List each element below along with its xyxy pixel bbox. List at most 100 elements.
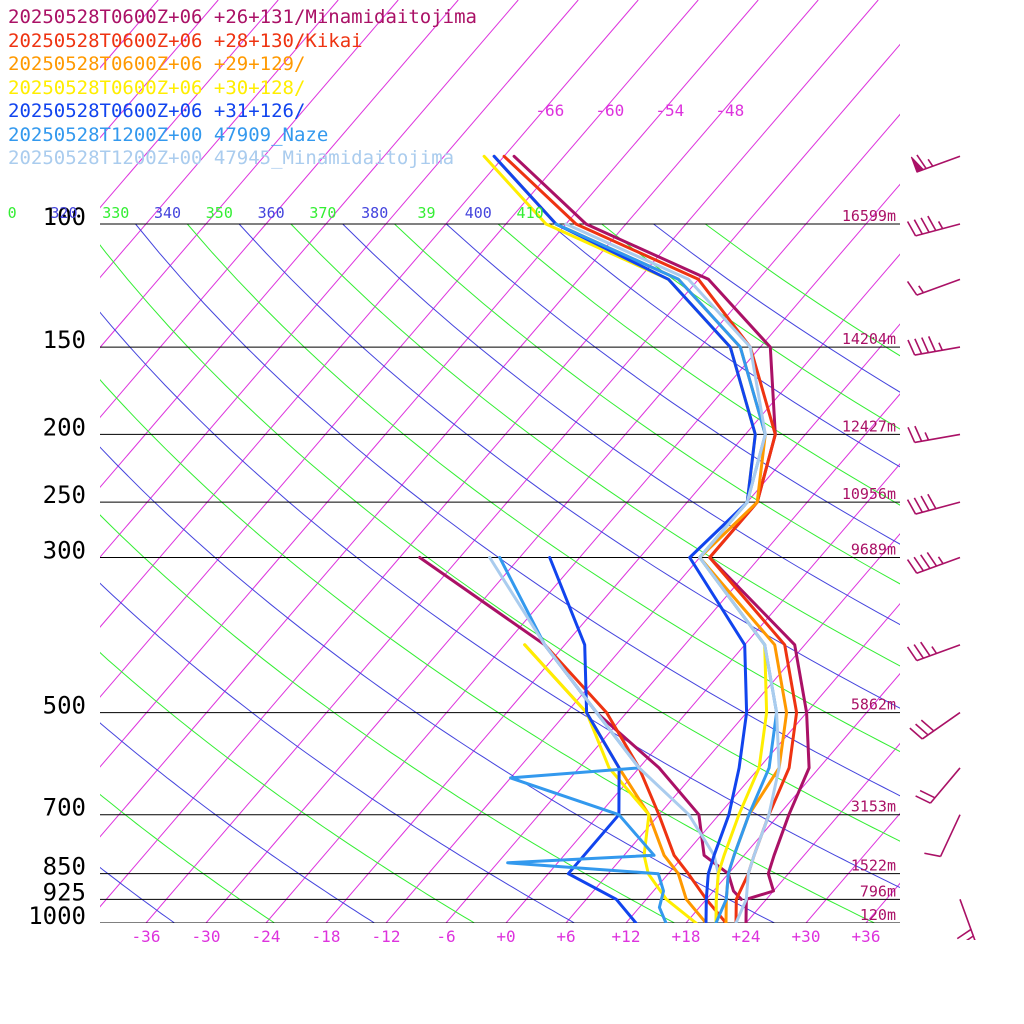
height-label: 14204m <box>842 330 896 348</box>
isotherm-line <box>100 0 579 558</box>
theta-label: 330 <box>102 204 129 222</box>
isotherm-line <box>100 0 279 209</box>
wind-barb <box>907 336 961 356</box>
isotherm-label: -66 <box>535 101 564 120</box>
dry-adiabat-line <box>653 223 900 393</box>
dry-adiabat-line <box>100 793 276 923</box>
x-tick-label: -24 <box>252 927 281 946</box>
dry-adiabat-line <box>100 651 476 923</box>
x-tick-label: +24 <box>732 927 761 946</box>
theta-label: 350 <box>206 204 233 222</box>
isotherm-line <box>100 0 519 489</box>
isotherm-line <box>205 113 900 923</box>
isotherm-label: -54 <box>655 101 684 120</box>
pressure-label: 1000 <box>28 902 86 930</box>
theta-label: 360 <box>258 204 285 222</box>
isotherm-line <box>100 0 639 628</box>
x-tick-label: -6 <box>436 927 455 946</box>
isotherm-line <box>625 602 900 923</box>
legend-entry: 20250528T0600Z+06 +26+131/Minamidaitojim… <box>8 6 477 28</box>
x-tick-label: +0 <box>496 927 515 946</box>
isotherm-line <box>805 812 900 923</box>
isotherm-line <box>265 183 900 923</box>
axis-labels: 100 16599m 150 14204m 200 12427m 250 10956m 300 9… <box>8 101 896 946</box>
height-label: 120m <box>860 906 896 924</box>
dry-adiabat-line <box>445 223 900 545</box>
dry-adiabat-line <box>100 722 376 923</box>
isotherm-label: -48 <box>715 101 744 120</box>
wind-barb <box>909 711 961 740</box>
pressure-label: 100 <box>43 203 86 231</box>
dry-adiabat-line <box>290 223 900 667</box>
wind-barb <box>906 493 961 515</box>
isotherm-line <box>745 742 900 923</box>
dry-adiabat-line <box>135 223 900 797</box>
wind-barb <box>907 425 961 444</box>
legend-entry: 20250528T1200Z+00 47945_Minamidaitojima <box>8 147 455 169</box>
theta-label: 39 <box>417 204 435 222</box>
wind-barb <box>906 641 961 662</box>
pressure-label: 200 <box>43 413 86 441</box>
legend-entry: 20250528T0600Z+06 +30+128/ <box>8 76 306 99</box>
dewpoint-line <box>523 643 698 923</box>
temperature-profiles <box>418 154 811 923</box>
isotherm-line <box>100 0 399 349</box>
x-tick-label: -30 <box>192 927 221 946</box>
height-label: 16599m <box>842 207 896 225</box>
dry-adiabat-line <box>100 311 900 889</box>
x-tick-label: -36 <box>132 927 161 946</box>
x-tick-label: +30 <box>792 927 821 946</box>
wind-barb <box>915 767 961 804</box>
x-tick-label: +6 <box>556 927 575 946</box>
isotherm-line <box>926 0 1024 923</box>
temperature-line <box>512 154 811 923</box>
pressure-label: 925 <box>43 878 86 906</box>
isotherm-line <box>325 253 900 923</box>
theta-label: 410 <box>517 204 544 222</box>
isotherm-line <box>385 323 900 923</box>
theta-label: 380 <box>361 204 388 222</box>
dry-adiabat-line <box>100 582 576 923</box>
theta-label: 340 <box>154 204 181 222</box>
isotherms <box>100 0 1024 923</box>
dry-adiabat-line <box>497 223 900 506</box>
pressure-label: 150 <box>43 326 86 354</box>
height-label: 796m <box>860 882 896 900</box>
temperature-line <box>492 154 757 923</box>
legend-entry: 20250528T1200Z+00 47909_Naze <box>8 123 329 146</box>
legend-entry: 20250528T0600Z+06 +31+126/ <box>8 100 306 122</box>
x-tick-label: -12 <box>372 927 401 946</box>
wind-barbs <box>906 154 976 940</box>
legend: 20250528T0600Z+06 +26+131/Minamidaitojim… <box>8 6 477 171</box>
pressure-label: 850 <box>43 853 86 881</box>
isotherm-line <box>685 672 900 923</box>
dry-adiabat-line <box>342 223 900 626</box>
wind-barb <box>906 278 961 296</box>
pressure-label: 700 <box>43 794 86 822</box>
height-label: 10956m <box>842 485 896 503</box>
theta-label: 320 <box>50 204 77 222</box>
x-tick-label: +18 <box>672 927 701 946</box>
pressure-label: 250 <box>43 481 86 509</box>
height-label: 1522m <box>851 857 896 875</box>
isotherm-line <box>100 0 819 838</box>
x-tick-label: +36 <box>852 927 881 946</box>
pressure-label: 500 <box>43 692 86 720</box>
isotherm-line <box>145 43 900 923</box>
dry-adiabat-line <box>394 223 900 585</box>
pressure-label: 300 <box>43 537 86 565</box>
dewpoint-line <box>418 556 743 901</box>
isotherm-line <box>100 0 699 698</box>
theta-label: 0 <box>8 204 17 222</box>
theta-label: 400 <box>465 204 492 222</box>
isotherm-line <box>100 0 339 279</box>
dry-adiabat-line <box>100 379 876 923</box>
isotherm-line <box>445 393 900 923</box>
wind-barb <box>906 551 961 574</box>
isotherm-line <box>100 0 759 768</box>
wind-barb <box>956 899 976 940</box>
isotherm-line <box>565 533 900 923</box>
dry-adiabat-line <box>186 223 900 753</box>
isotherm-label: -60 <box>595 101 624 120</box>
height-label: 3153m <box>851 798 896 816</box>
